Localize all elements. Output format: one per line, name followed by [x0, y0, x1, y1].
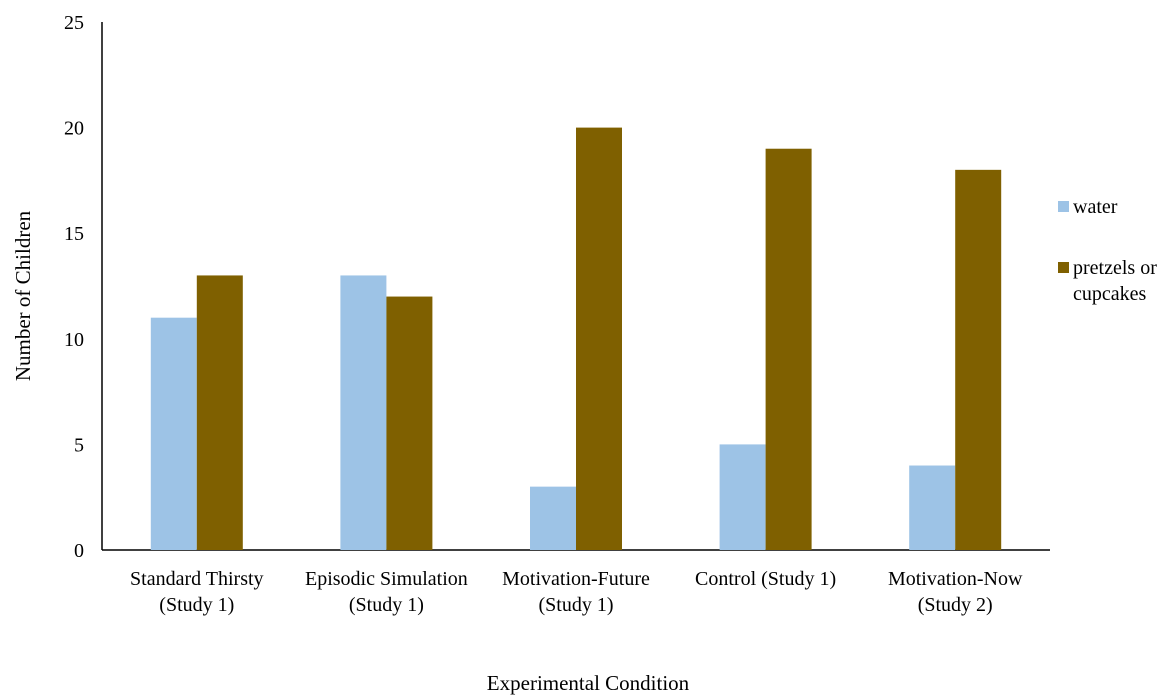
x-tick-label: Standard Thirsty (Study 1): [130, 568, 264, 616]
bar-pretzels-or-cupcakes: [576, 127, 622, 550]
x-tick-label: Motivation-Now (Study 2): [888, 568, 1023, 616]
bar-water: [909, 465, 956, 550]
bar-pretzels-or-cupcakes: [955, 169, 1002, 550]
x-tick-label: Motivation-Future (Study 1): [502, 568, 650, 616]
y-tick-label: 10: [64, 329, 84, 351]
bar-water: [340, 275, 387, 550]
y-tick-label: 25: [64, 12, 84, 34]
bar-water: [150, 317, 197, 550]
bar-water: [530, 486, 576, 550]
legend-label: water: [1073, 196, 1118, 218]
x-tick-label: Control (Study 1): [695, 568, 836, 590]
x-tick-labels: Standard Thirsty (Study 1) Episodic Simula…: [130, 568, 1023, 616]
legend-swatch: [1058, 201, 1069, 212]
y-tick-label: 20: [64, 118, 84, 140]
bars: [150, 127, 1002, 550]
legend-label: pretzels or cupcakes: [1073, 257, 1157, 305]
bar-pretzels-or-cupcakes: [765, 148, 812, 550]
y-tick-label: 5: [74, 434, 84, 456]
bar-pretzels-or-cupcakes: [196, 275, 243, 550]
bar-water: [719, 444, 766, 550]
legend: water pretzels or cupcakes: [1058, 196, 1157, 305]
y-tick-label: 15: [64, 223, 84, 245]
x-axis-title: Experimental Condition: [487, 671, 690, 695]
y-tick-labels: 0 5 10 15 20 25: [64, 12, 84, 562]
bar-pretzels-or-cupcakes: [386, 296, 433, 550]
x-tick-label: Episodic Simulation (Study 1): [305, 568, 468, 616]
y-tick-label: 0: [74, 540, 84, 562]
y-axis-title: Number of Children: [11, 210, 35, 381]
legend-swatch: [1058, 262, 1069, 273]
